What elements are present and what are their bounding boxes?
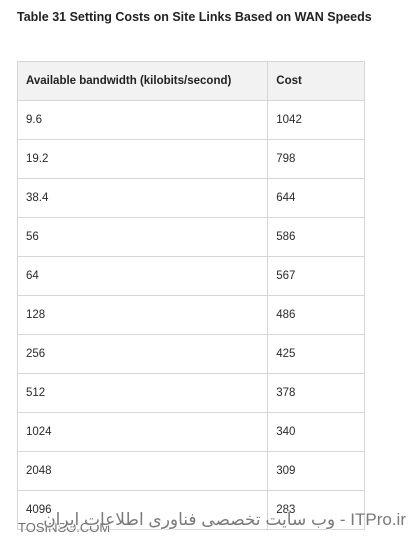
bandwidth-cell: 128 [16, 295, 269, 335]
table-body: 9.6 1042 19.2 798 38.4 644 56 586 64 567 128 486 256… [16, 100, 365, 530]
table-row: 19.2 798 [16, 139, 365, 179]
bandwidth-cell: 256 [16, 334, 269, 374]
table-row: 256 425 [16, 334, 365, 374]
table-row: 4096 283 [16, 490, 365, 530]
cost-cell: 486 [267, 295, 365, 335]
bandwidth-cell: 9.6 [16, 100, 269, 140]
cost-cell: 378 [267, 373, 365, 413]
cost-cell: 1042 [267, 100, 365, 140]
table-header-row: Available bandwidth (kilobits/second) Co… [16, 61, 365, 101]
cost-cell: 567 [267, 256, 365, 296]
column-header-bandwidth: Available bandwidth (kilobits/second) [16, 61, 269, 101]
table-row: 1024 340 [16, 412, 365, 452]
wan-cost-table: Available bandwidth (kilobits/second) Co… [16, 61, 365, 530]
table-row: 9.6 1042 [16, 100, 365, 140]
bandwidth-cell: 64 [16, 256, 269, 296]
column-header-cost: Cost [267, 61, 365, 101]
bandwidth-cell: 19.2 [16, 139, 269, 179]
table-caption: Table 31 Setting Costs on Site Links Bas… [17, 10, 372, 24]
table-row: 56 586 [16, 217, 365, 257]
cost-cell: 798 [267, 139, 365, 179]
cost-cell: 309 [267, 451, 365, 491]
bandwidth-cell: 1024 [16, 412, 269, 452]
bandwidth-cell: 38.4 [16, 178, 269, 218]
table-row: 64 567 [16, 256, 365, 296]
table-row: 128 486 [16, 295, 365, 335]
cost-cell: 586 [267, 217, 365, 257]
table-row: 38.4 644 [16, 178, 365, 218]
table-row: 2048 309 [16, 451, 365, 491]
table-row: 512 378 [16, 373, 365, 413]
cost-cell: 425 [267, 334, 365, 374]
cost-cell: 644 [267, 178, 365, 218]
bandwidth-cell: 4096 [16, 490, 269, 530]
cost-cell: 340 [267, 412, 365, 452]
bandwidth-cell: 512 [16, 373, 269, 413]
bandwidth-cell: 2048 [16, 451, 269, 491]
cost-cell: 283 [267, 490, 365, 530]
bandwidth-cell: 56 [16, 217, 269, 257]
